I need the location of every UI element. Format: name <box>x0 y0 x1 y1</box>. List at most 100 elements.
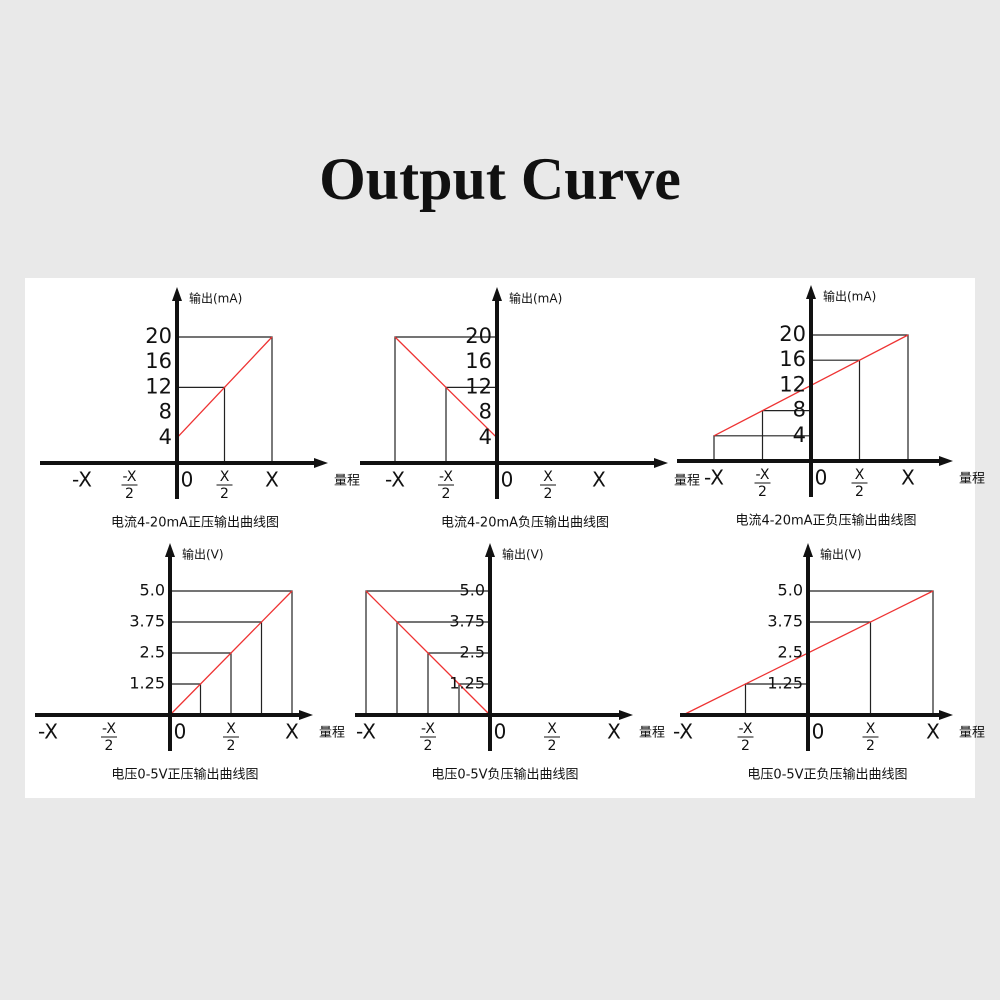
output-line <box>169 590 293 716</box>
caption: 电流4-20mA负压输出曲线图 <box>441 515 609 531</box>
y-tick-label: 16 <box>779 347 806 371</box>
y-tick-label: 1.25 <box>449 674 485 693</box>
y-axis-label: 输出(V) <box>182 547 224 562</box>
y-tick-label: 12 <box>779 372 806 396</box>
y-tick-label: 8 <box>479 400 492 424</box>
caption: 电压0-5V正压输出曲线图 <box>111 767 258 783</box>
output-line <box>176 336 273 439</box>
x-tick-label: 0 <box>815 466 828 490</box>
x-tick-denominator: 2 <box>424 738 433 754</box>
x-tick-denominator: 2 <box>442 486 451 502</box>
y-tick-label: 5.0 <box>778 581 803 600</box>
x-axis-label: 量程 <box>639 726 665 741</box>
caption: 电流4-20mA正压输出曲线图 <box>111 515 279 531</box>
y-axis-label: 输出(mA) <box>189 291 242 306</box>
y-tick-label: 5.0 <box>460 581 485 600</box>
x-tick-denominator: 2 <box>855 484 864 500</box>
y-axis-arrow <box>485 543 495 557</box>
x-tick-label: -X <box>385 468 405 492</box>
y-axis-label: 输出(V) <box>502 547 544 562</box>
y-axis-label: 输出(V) <box>820 547 862 562</box>
x-tick-numerator: -X <box>756 467 770 483</box>
x-axis-arrow <box>654 458 668 468</box>
y-axis-arrow <box>492 287 502 301</box>
x-tick-label: -X <box>673 720 693 744</box>
y-tick-label: 16 <box>465 349 492 373</box>
x-tick-label: 0 <box>494 720 507 744</box>
caption: 电压0-5V正负压输出曲线图 <box>747 767 907 783</box>
x-axis-label: 量程 <box>959 726 985 741</box>
x-tick-label: 0 <box>812 720 825 744</box>
y-tick-label: 5.0 <box>140 581 165 600</box>
y-axis-arrow <box>165 543 175 557</box>
x-tick-denominator: 2 <box>105 738 114 754</box>
y-tick-label: 4 <box>793 423 806 447</box>
x-tick-numerator: -X <box>421 721 435 737</box>
x-tick-numerator: -X <box>123 469 137 485</box>
caption: 电压0-5V负压输出曲线图 <box>431 767 578 783</box>
output-curve-panel: 输出(V)量程5.03.752.51.25-X -X20 X2X电压0-5V正压输出… <box>35 543 345 783</box>
x-tick-denominator: 2 <box>548 738 557 754</box>
x-tick-numerator: -X <box>439 469 453 485</box>
y-tick-label: 20 <box>465 324 492 348</box>
x-tick-label: -X <box>38 720 58 744</box>
x-tick-label: 0 <box>181 468 194 492</box>
y-tick-label: 1.25 <box>129 674 165 693</box>
y-axis-arrow <box>172 287 182 301</box>
y-axis-label: 输出(mA) <box>509 291 562 306</box>
x-tick-label: -X <box>356 720 376 744</box>
x-tick-label: X <box>607 720 621 744</box>
y-tick-label: 3.75 <box>449 612 485 631</box>
x-tick-label: -X <box>72 468 92 492</box>
x-tick-label: X <box>285 720 299 744</box>
y-tick-label: 2.5 <box>778 643 803 662</box>
output-line <box>394 336 498 439</box>
x-axis-label: 量程 <box>674 474 700 489</box>
x-tick-denominator: 2 <box>866 738 875 754</box>
y-axis-label: 输出(mA) <box>823 289 876 304</box>
x-tick-label: 0 <box>501 468 514 492</box>
x-tick-denominator: 2 <box>544 486 553 502</box>
x-tick-denominator: 2 <box>125 486 134 502</box>
x-axis-arrow <box>939 456 953 466</box>
y-tick-label: 3.75 <box>129 612 165 631</box>
y-tick-label: 20 <box>145 324 172 348</box>
output-line <box>365 590 491 716</box>
title: Output Curve <box>319 146 681 212</box>
x-axis-arrow <box>299 710 313 720</box>
x-tick-numerator: X <box>543 469 553 485</box>
x-tick-denominator: 2 <box>220 486 229 502</box>
x-axis-label: 量程 <box>959 472 985 487</box>
output-curve-panel: 输出(V)量程5.03.752.51.25-X -X20 X2X电压0-5V正负压输… <box>673 543 985 783</box>
x-axis-arrow <box>619 710 633 720</box>
y-tick-label: 4 <box>479 425 492 449</box>
y-tick-label: 2.5 <box>460 643 485 662</box>
x-tick-denominator: 2 <box>758 484 767 500</box>
x-tick-denominator: 2 <box>741 738 750 754</box>
x-tick-denominator: 2 <box>227 738 236 754</box>
y-tick-label: 1.25 <box>767 674 803 693</box>
x-tick-numerator: X <box>226 721 236 737</box>
y-tick-label: 20 <box>779 322 806 346</box>
figure-panel <box>25 278 975 798</box>
x-tick-numerator: X <box>855 467 865 483</box>
y-tick-label: 4 <box>159 425 172 449</box>
x-tick-numerator: -X <box>102 721 116 737</box>
y-tick-label: 8 <box>159 400 172 424</box>
y-tick-label: 12 <box>465 374 492 398</box>
y-tick-label: 16 <box>145 349 172 373</box>
x-tick-label: X <box>901 466 915 490</box>
output-curve-panel: 输出(V)量程5.03.752.51.25-X -X20 X2X电压0-5V负压输出… <box>355 543 665 783</box>
x-tick-label: X <box>265 468 279 492</box>
x-tick-numerator: X <box>547 721 557 737</box>
y-tick-label: 12 <box>145 374 172 398</box>
x-tick-numerator: -X <box>739 721 753 737</box>
x-axis-arrow <box>314 458 328 468</box>
y-tick-label: 3.75 <box>767 612 803 631</box>
